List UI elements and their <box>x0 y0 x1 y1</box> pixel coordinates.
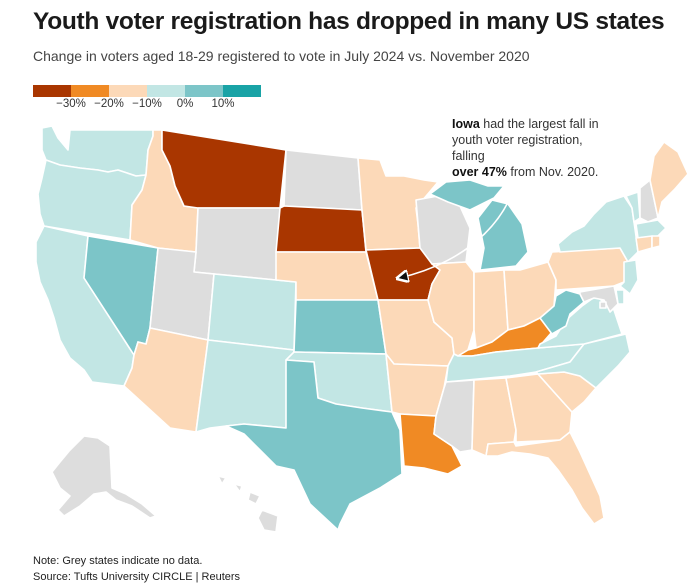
state-north-carolina <box>535 333 631 389</box>
state-new-jersey <box>619 259 639 295</box>
state-connecticut <box>635 235 653 253</box>
annotation-line1: had the largest fall in <box>479 117 599 131</box>
chart-title: Youth voter registration has dropped in … <box>33 8 665 35</box>
note-text: Note: Grey states indicate no data. <box>33 555 203 567</box>
state-colorado <box>207 273 297 351</box>
legend-tick: −20% <box>94 98 124 110</box>
source-text: Source: Tufts University CIRCLE | Reuter… <box>33 571 241 583</box>
state-south-dakota <box>275 205 367 253</box>
state-michigan <box>477 199 529 271</box>
annotation-emphasis: over 47% <box>452 165 507 179</box>
legend-swatch-2 <box>71 85 109 97</box>
state-maryland <box>579 285 619 313</box>
state-michigan-upper <box>429 179 505 211</box>
legend-swatch-1 <box>33 85 71 97</box>
legend-swatch-4 <box>147 85 185 97</box>
state-vermont <box>625 191 641 223</box>
state-florida <box>485 431 605 525</box>
state-wyoming <box>193 207 281 281</box>
state-alaska <box>51 435 157 519</box>
state-new-mexico <box>195 339 295 433</box>
state-massachusetts <box>635 219 667 239</box>
chart-subtitle: Change in voters aged 18-29 registered t… <box>33 48 530 64</box>
state-texas <box>225 359 403 531</box>
annotation-arrow <box>399 161 520 278</box>
annotation-line3: from Nov. 2020. <box>506 165 599 179</box>
state-rhode-island <box>651 235 661 249</box>
state-pennsylvania <box>547 247 629 291</box>
state-new-hampshire <box>639 179 659 223</box>
legend-swatch-5 <box>185 85 223 97</box>
legend-tick: −30% <box>56 98 86 110</box>
iowa-annotation: Iowa had the largest fall in youth voter… <box>452 116 612 180</box>
state-north-dakota <box>283 149 363 211</box>
legend-tick: 0% <box>176 98 194 110</box>
state-kansas <box>293 299 387 355</box>
state-dc <box>599 301 607 309</box>
state-mississippi <box>433 379 475 453</box>
legend-tick: −10% <box>132 98 162 110</box>
legend-tick: 10% <box>211 98 235 110</box>
annotation-state: Iowa <box>452 117 480 131</box>
state-montana <box>161 129 287 209</box>
state-maine <box>649 141 689 219</box>
state-hawaii <box>217 475 279 533</box>
legend-swatch-6 <box>223 85 261 97</box>
legend-swatch-3 <box>109 85 147 97</box>
annotation-line2: youth voter registration, falling <box>452 133 583 163</box>
